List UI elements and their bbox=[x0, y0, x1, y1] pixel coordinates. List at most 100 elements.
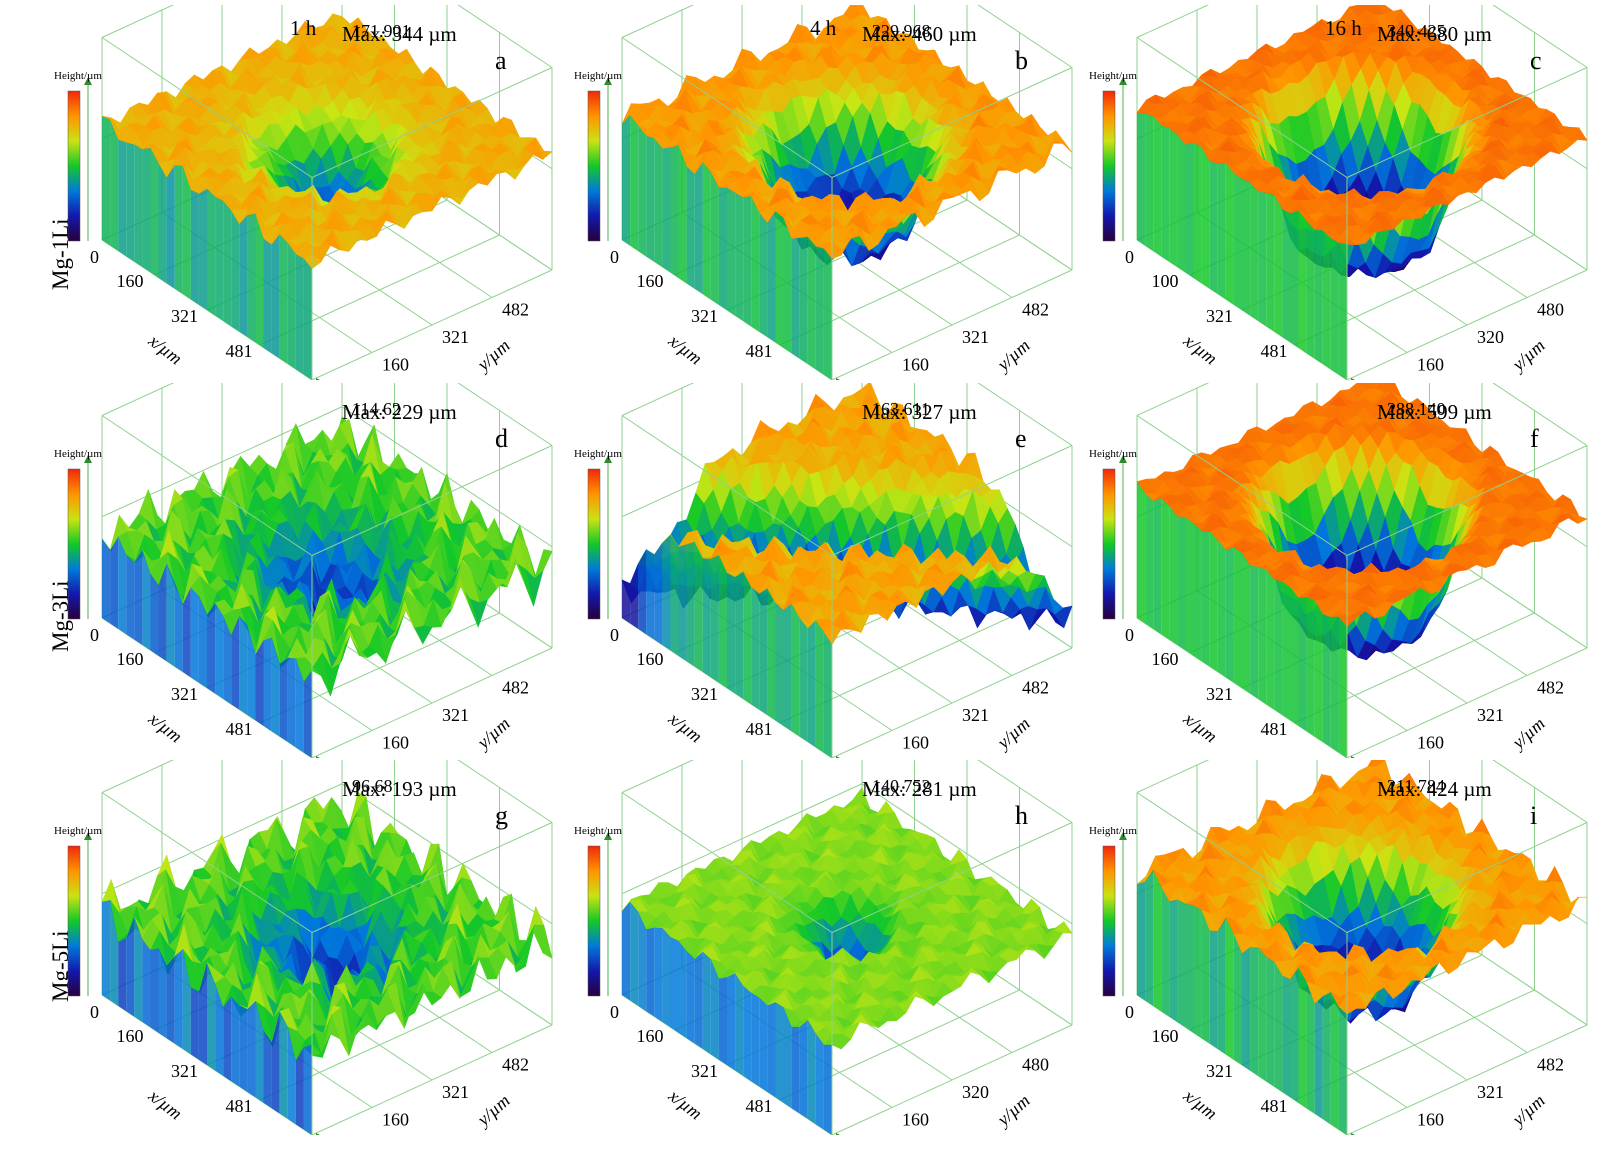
y-tick-label: 160 bbox=[1417, 733, 1444, 753]
x-tick-label: 160 bbox=[637, 1026, 664, 1046]
surface-panel-b: Height/µm0229.968459.9961603214816421603… bbox=[574, 5, 1073, 380]
x-axis-title: x/µm bbox=[144, 330, 186, 369]
surface-panel-g: Height/µm096.68193.361603214816421603214… bbox=[54, 760, 553, 1135]
height-surface bbox=[621, 786, 1073, 1135]
y-tick-label: 321 bbox=[442, 1082, 469, 1102]
y-tick-label: 160 bbox=[902, 1110, 929, 1130]
y-tick-label: 320 bbox=[962, 1082, 989, 1102]
max-height-label: Max: 344 µm bbox=[342, 22, 457, 46]
x-tick-label: 481 bbox=[1261, 341, 1288, 361]
colorbar bbox=[587, 90, 601, 242]
x-axis-title: x/µm bbox=[664, 330, 706, 369]
y-tick-label: 321 bbox=[442, 705, 469, 725]
y-tick-label: 160 bbox=[382, 733, 409, 753]
max-height-label: Max: 229 µm bbox=[342, 400, 457, 424]
surface-panel-e: Height/µm0163.611327.2221603214816421603… bbox=[574, 383, 1073, 758]
z-axis-arrow-icon bbox=[1119, 77, 1127, 85]
y-tick-label: 160 bbox=[1417, 1110, 1444, 1130]
max-height-label: Max: 281 µm bbox=[862, 777, 977, 801]
z-tick-mid: 171.901 bbox=[352, 21, 411, 41]
x-tick-label: 642 bbox=[280, 1131, 307, 1135]
y-tick-label: 482 bbox=[502, 678, 529, 698]
z-tick-zero: 0 bbox=[610, 625, 619, 645]
y-axis-title: y/µm bbox=[1507, 335, 1549, 376]
y-tick-label: 482 bbox=[1022, 300, 1049, 320]
x-axis-arrow-icon bbox=[1351, 378, 1355, 380]
z-tick-mid: 114.62 bbox=[352, 399, 401, 419]
z-tick-mid: 229.968 bbox=[872, 21, 931, 41]
z-tick-mid: 96.68 bbox=[352, 776, 393, 796]
y-axis-title: y/µm bbox=[992, 1090, 1034, 1131]
x-axis-title: x/µm bbox=[1179, 1085, 1221, 1124]
height-surface bbox=[101, 791, 553, 1135]
z-axis-arrow-icon bbox=[1119, 832, 1127, 840]
y-axis-title: y/µm bbox=[1507, 1090, 1549, 1131]
panel-letter: d bbox=[495, 424, 508, 453]
x-axis-arrow-icon bbox=[836, 378, 840, 380]
surface-panel-c: Height/µm0340.425680.8501003214816421603… bbox=[1089, 5, 1588, 380]
time-label: 1 h bbox=[290, 16, 317, 40]
x-axis-title: x/µm bbox=[1179, 330, 1221, 369]
x-axis-title: x/µm bbox=[664, 1085, 706, 1124]
x-axis-title: x/µm bbox=[144, 1085, 186, 1124]
z-tick-zero: 0 bbox=[90, 247, 99, 267]
z-tick-mid: 163.611 bbox=[872, 399, 930, 419]
grid-front-edges bbox=[621, 792, 1073, 1135]
x-tick-label: 642 bbox=[1315, 754, 1342, 758]
x-tick-label: 160 bbox=[637, 649, 664, 669]
max-height-label: Max: 424 µm bbox=[1377, 777, 1492, 801]
y-tick-label: 321 bbox=[962, 327, 989, 347]
x-tick-label: 321 bbox=[1206, 684, 1233, 704]
z-tick-zero: 0 bbox=[1125, 625, 1134, 645]
z-tick-mid: 140.752 bbox=[872, 776, 931, 796]
grid-front-edges bbox=[621, 37, 1073, 380]
colorbar bbox=[67, 468, 81, 620]
y-tick-label: 160 bbox=[902, 733, 929, 753]
panel-letter: g bbox=[495, 801, 508, 830]
x-tick-label: 321 bbox=[691, 1061, 718, 1081]
x-tick-label: 160 bbox=[637, 271, 664, 291]
x-tick-label: 481 bbox=[226, 719, 253, 739]
x-axis-arrow-icon bbox=[1351, 756, 1355, 758]
y-tick-label: 480 bbox=[1022, 1055, 1049, 1075]
height-surface bbox=[1136, 383, 1588, 758]
x-tick-label: 321 bbox=[1206, 306, 1233, 326]
z-tick-zero: 0 bbox=[610, 247, 619, 267]
colorbar-label: Height/µm bbox=[54, 70, 102, 82]
panel-letter: c bbox=[1530, 46, 1542, 75]
z-tick-mid: 288.140 bbox=[1387, 399, 1446, 419]
x-tick-label: 481 bbox=[746, 1096, 773, 1116]
x-tick-label: 160 bbox=[1152, 1026, 1179, 1046]
y-tick-label: 321 bbox=[1477, 705, 1504, 725]
height-surface bbox=[101, 416, 553, 758]
z-axis-arrow-icon bbox=[604, 455, 612, 463]
z-axis-arrow-icon bbox=[604, 832, 612, 840]
surface-panel-i: Height/µm0211.784423.5681603214816421603… bbox=[1089, 760, 1588, 1135]
x-axis-arrow-icon bbox=[316, 1133, 320, 1135]
x-tick-label: 642 bbox=[1315, 376, 1342, 380]
grid-front-edges bbox=[1136, 792, 1588, 1135]
panel-letter: a bbox=[495, 46, 507, 75]
x-tick-label: 481 bbox=[746, 719, 773, 739]
max-height-label: Max: 193 µm bbox=[342, 777, 457, 801]
x-tick-label: 160 bbox=[117, 649, 144, 669]
panel-letter: e bbox=[1015, 424, 1027, 453]
colorbar-label: Height/µm bbox=[1089, 448, 1137, 460]
panel-letter: i bbox=[1530, 801, 1537, 830]
surface-panel-f: Height/µm0288.140596.2801603214816421603… bbox=[1089, 383, 1588, 758]
panel-letter: h bbox=[1015, 801, 1028, 830]
y-tick-label: 160 bbox=[902, 355, 929, 375]
x-tick-label: 160 bbox=[117, 1026, 144, 1046]
y-axis-title: y/µm bbox=[472, 713, 514, 754]
y-axis-title: y/µm bbox=[1507, 713, 1549, 754]
x-axis-arrow-icon bbox=[1351, 1133, 1355, 1135]
x-tick-label: 481 bbox=[746, 341, 773, 361]
x-tick-label: 642 bbox=[800, 754, 827, 758]
max-height-label: Max: 327 µm bbox=[862, 400, 977, 424]
colorbar-label: Height/µm bbox=[574, 825, 622, 837]
x-axis-title: x/µm bbox=[144, 708, 186, 747]
colorbar bbox=[1102, 845, 1116, 997]
x-axis-arrow-icon bbox=[836, 756, 840, 758]
y-axis-title: y/µm bbox=[472, 1090, 514, 1131]
